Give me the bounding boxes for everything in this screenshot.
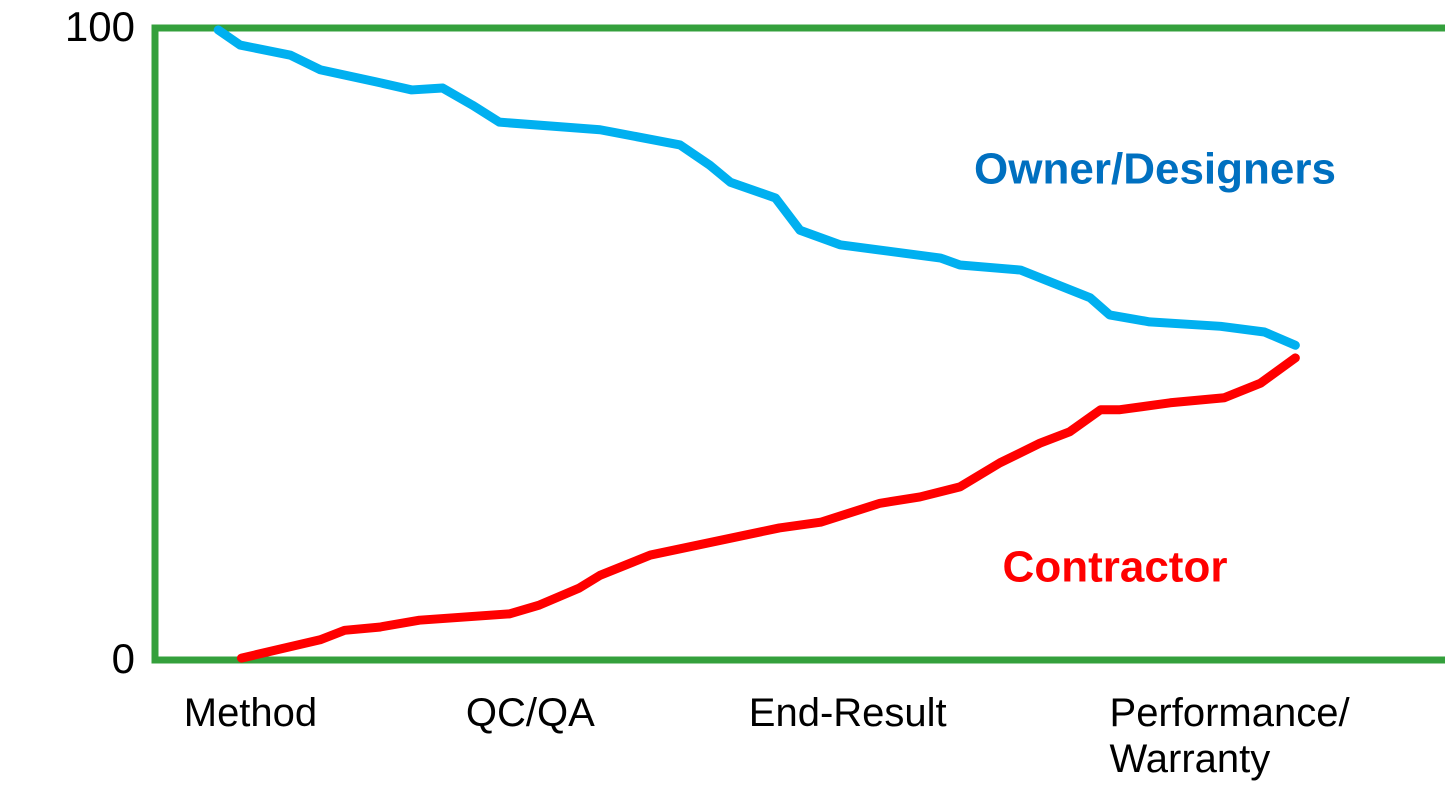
x-tick-label: Performance/ Warranty (1109, 691, 1350, 781)
y-tick-label: 0 (112, 635, 135, 682)
x-tick-label: QC/QA (465, 691, 595, 735)
x-tick-label: End-Result (748, 691, 947, 735)
series-label: Owner/Designers (974, 145, 1336, 194)
x-tick-label: Method (183, 691, 318, 735)
series-label: Contractor (1003, 543, 1228, 592)
axes-frame (151, 24, 1445, 664)
series-line (213, 25, 1300, 350)
y-tick-label: 100 (65, 3, 135, 50)
series-line (236, 353, 1300, 663)
